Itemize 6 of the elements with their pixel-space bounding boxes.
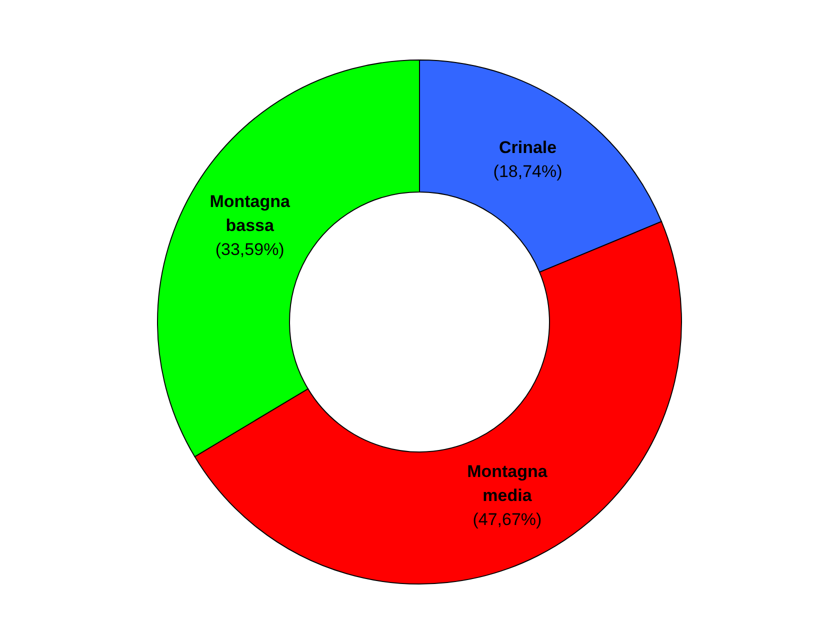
data-label: (33,59%)	[215, 240, 284, 259]
category-label: Montagna media	[467, 462, 548, 506]
data-label: (18,74%)	[493, 162, 562, 181]
category-label: Montagna bassa	[210, 192, 290, 235]
slice-label: Crinale	[498, 138, 557, 157]
data-label: (47,67%)	[472, 510, 542, 530]
